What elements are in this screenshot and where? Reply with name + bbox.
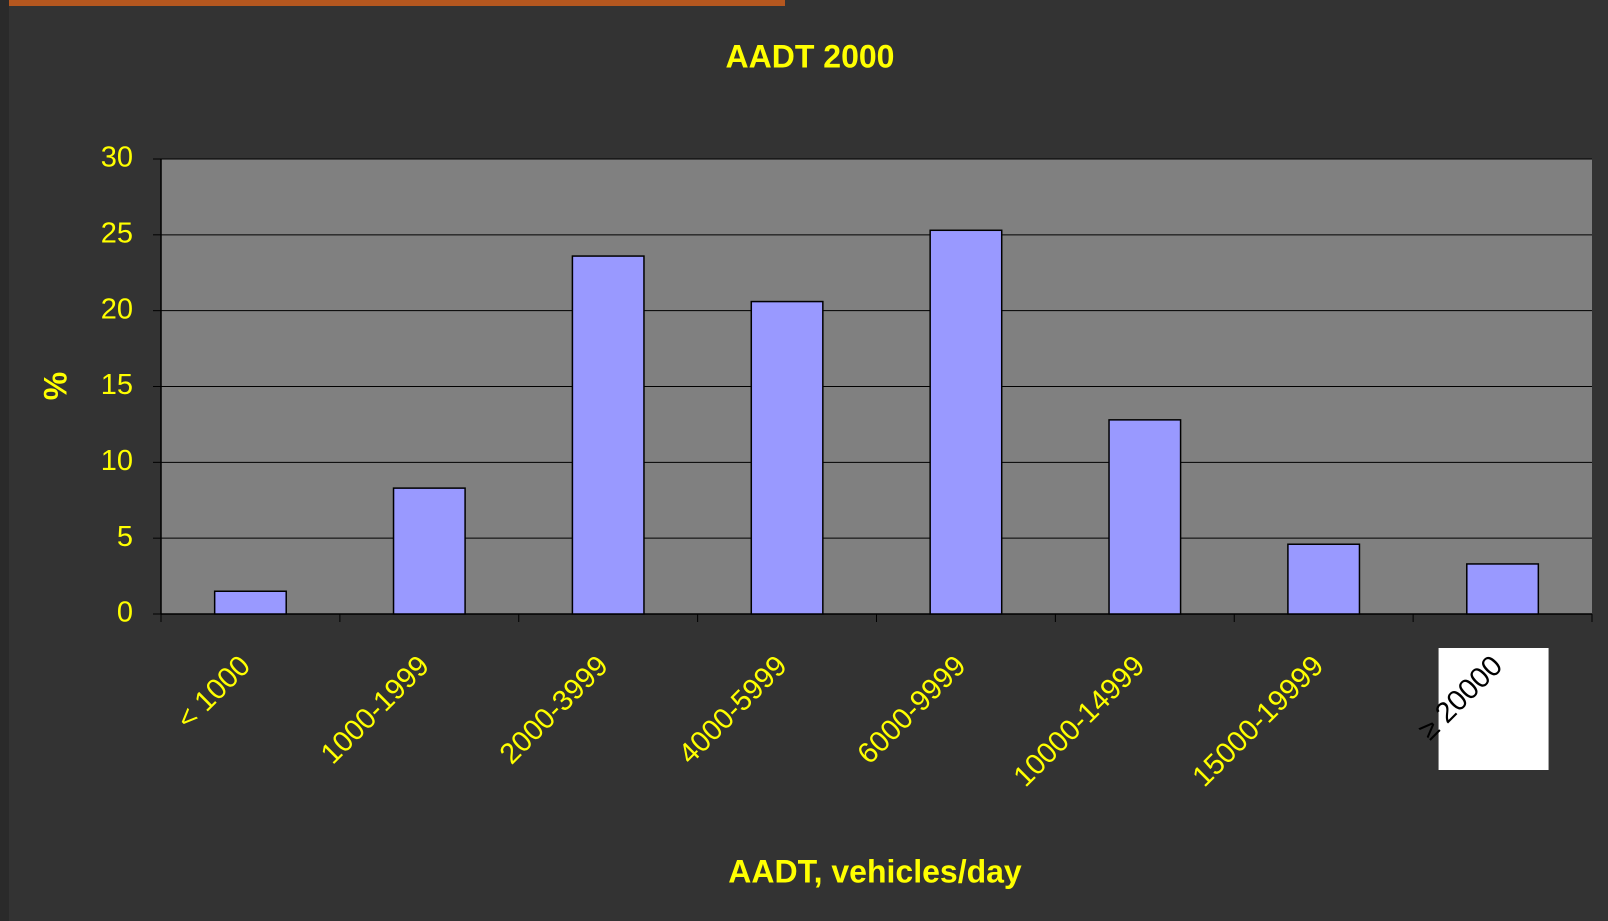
bar [1467, 564, 1539, 614]
bar [215, 591, 287, 614]
bar [572, 256, 644, 614]
y-tick-label: 10 [101, 445, 133, 477]
page: AADT 2000 AADT, vehicles/day % 0 5 10 15 20 2… [0, 0, 1608, 921]
bar [1109, 420, 1181, 614]
y-axis-label: % [37, 372, 73, 400]
y-tick-label: 0 [117, 597, 133, 629]
bar [394, 488, 466, 614]
bar [1288, 544, 1360, 614]
y-tick-label: 25 [101, 217, 133, 249]
x-axis-label: AADT, vehicles/day [728, 853, 1022, 889]
bar [930, 230, 1002, 614]
y-tick-label: 20 [101, 293, 133, 325]
left-strip [0, 0, 9, 921]
chart: AADT 2000 AADT, vehicles/day % 0 5 10 15 20 2… [0, 0, 1608, 921]
y-tick-label: 15 [101, 369, 133, 401]
y-tick-label: 30 [101, 142, 133, 174]
bar [751, 302, 823, 614]
y-tick-label: 5 [117, 521, 133, 553]
top-strip [0, 0, 785, 6]
chart-title: AADT 2000 [726, 38, 895, 74]
